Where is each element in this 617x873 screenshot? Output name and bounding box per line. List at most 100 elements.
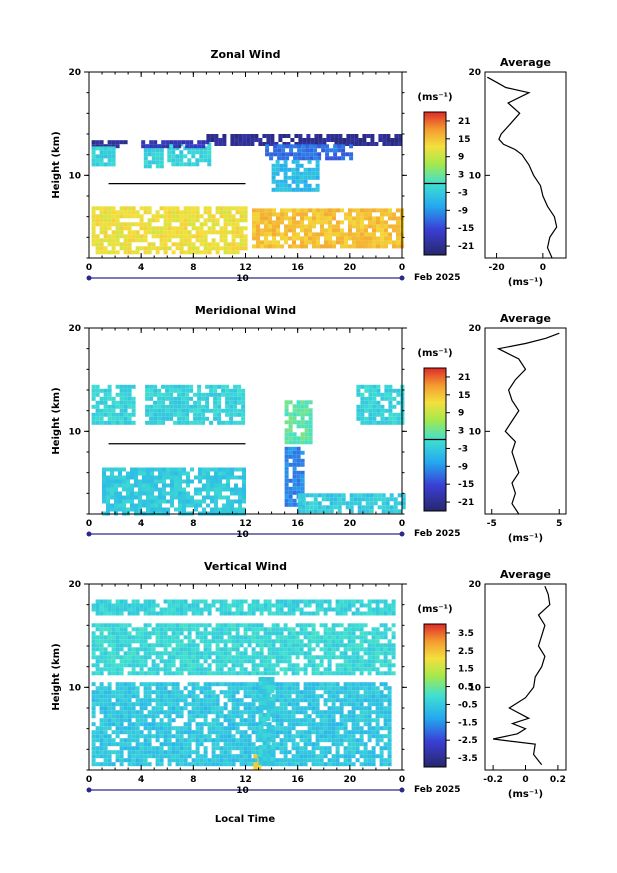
data-cell [288,228,292,233]
data-cell [256,216,260,221]
data-cell [210,487,214,492]
data-cell [233,388,238,393]
data-cell [146,487,150,492]
data-cell [223,746,228,751]
data-cell [360,420,365,425]
data-cell [351,738,356,743]
data-cell [166,471,170,476]
data-cell [283,726,288,731]
data-cell [195,742,200,747]
data-cell [227,682,232,687]
data-cell [392,388,397,393]
data-cell [351,718,356,723]
data-cell [349,493,354,498]
data-cell [151,218,156,223]
data-cell [368,384,373,389]
data-cell [123,416,128,421]
data-cell [214,491,218,496]
data-cell [279,635,284,640]
data-cell [359,750,364,755]
data-cell [155,698,160,703]
data-cell [275,659,280,664]
data-cell [303,718,308,723]
data-cell [307,750,312,755]
data-cell [181,140,186,145]
data-cell [268,228,272,233]
data-cell [219,754,224,759]
data-cell [283,635,288,640]
data-cell [227,222,232,227]
data-cell [359,762,364,767]
data-cell [383,746,388,751]
data-cell [252,236,256,241]
data-cell [383,663,388,668]
data-cell [237,396,242,401]
data-cell [213,384,218,389]
data-cell [333,152,338,157]
data-cell [283,643,288,648]
data-cell [287,635,292,640]
colorbar-tick-label: -2.5 [458,736,478,746]
data-cell [282,134,287,138]
data-cell [183,750,188,755]
data-cell [143,148,148,153]
data-cell [335,635,340,640]
data-cell [351,706,356,711]
data-cell [344,212,348,217]
data-cell [159,635,164,640]
data-cell [295,183,300,188]
data-cell [231,746,236,751]
data-cell [319,762,324,767]
data-cell [145,408,150,413]
data-cell [327,607,332,612]
data-cell [167,663,172,668]
data-cell [95,400,100,405]
data-cell [305,505,310,510]
data-cell [337,493,342,498]
data-cell [251,651,256,656]
data-cell [272,244,276,249]
data-cell [383,726,388,731]
data-cell [119,706,124,711]
data-cell [265,152,270,157]
data-cell [95,639,100,644]
data-cell [111,238,116,243]
data-cell [364,404,369,409]
data-cell [283,187,288,192]
data-cell [272,228,276,233]
data-cell [126,475,130,480]
data-cell [393,501,398,506]
data-cell [193,392,198,397]
data-cell [110,479,114,484]
data-cell [391,655,396,660]
data-cell [195,230,200,235]
data-cell [391,611,396,616]
data-cell [127,750,132,755]
data-cell [123,639,128,644]
data-cell [351,603,356,608]
data-cell [279,187,284,192]
data-cell [367,758,372,763]
data-cell [343,631,348,636]
data-cell [91,623,96,628]
data-cell [283,671,288,676]
data-cell [337,156,342,161]
data-cell [147,651,152,656]
data-cell [207,639,212,644]
panel-title: Meridional Wind [195,304,296,317]
data-cell [163,218,168,223]
data-cell [119,702,124,707]
data-cell [276,244,280,249]
data-cell [235,218,240,223]
data-cell [134,483,138,488]
data-cell [376,228,380,233]
data-cell [163,663,168,668]
data-cell [179,690,184,695]
data-cell [207,214,212,219]
data-cell [330,138,335,142]
data-cell [258,681,263,685]
data-cell [235,603,240,608]
data-cell [95,412,100,417]
data-cell [159,623,164,628]
data-cell [111,663,116,668]
